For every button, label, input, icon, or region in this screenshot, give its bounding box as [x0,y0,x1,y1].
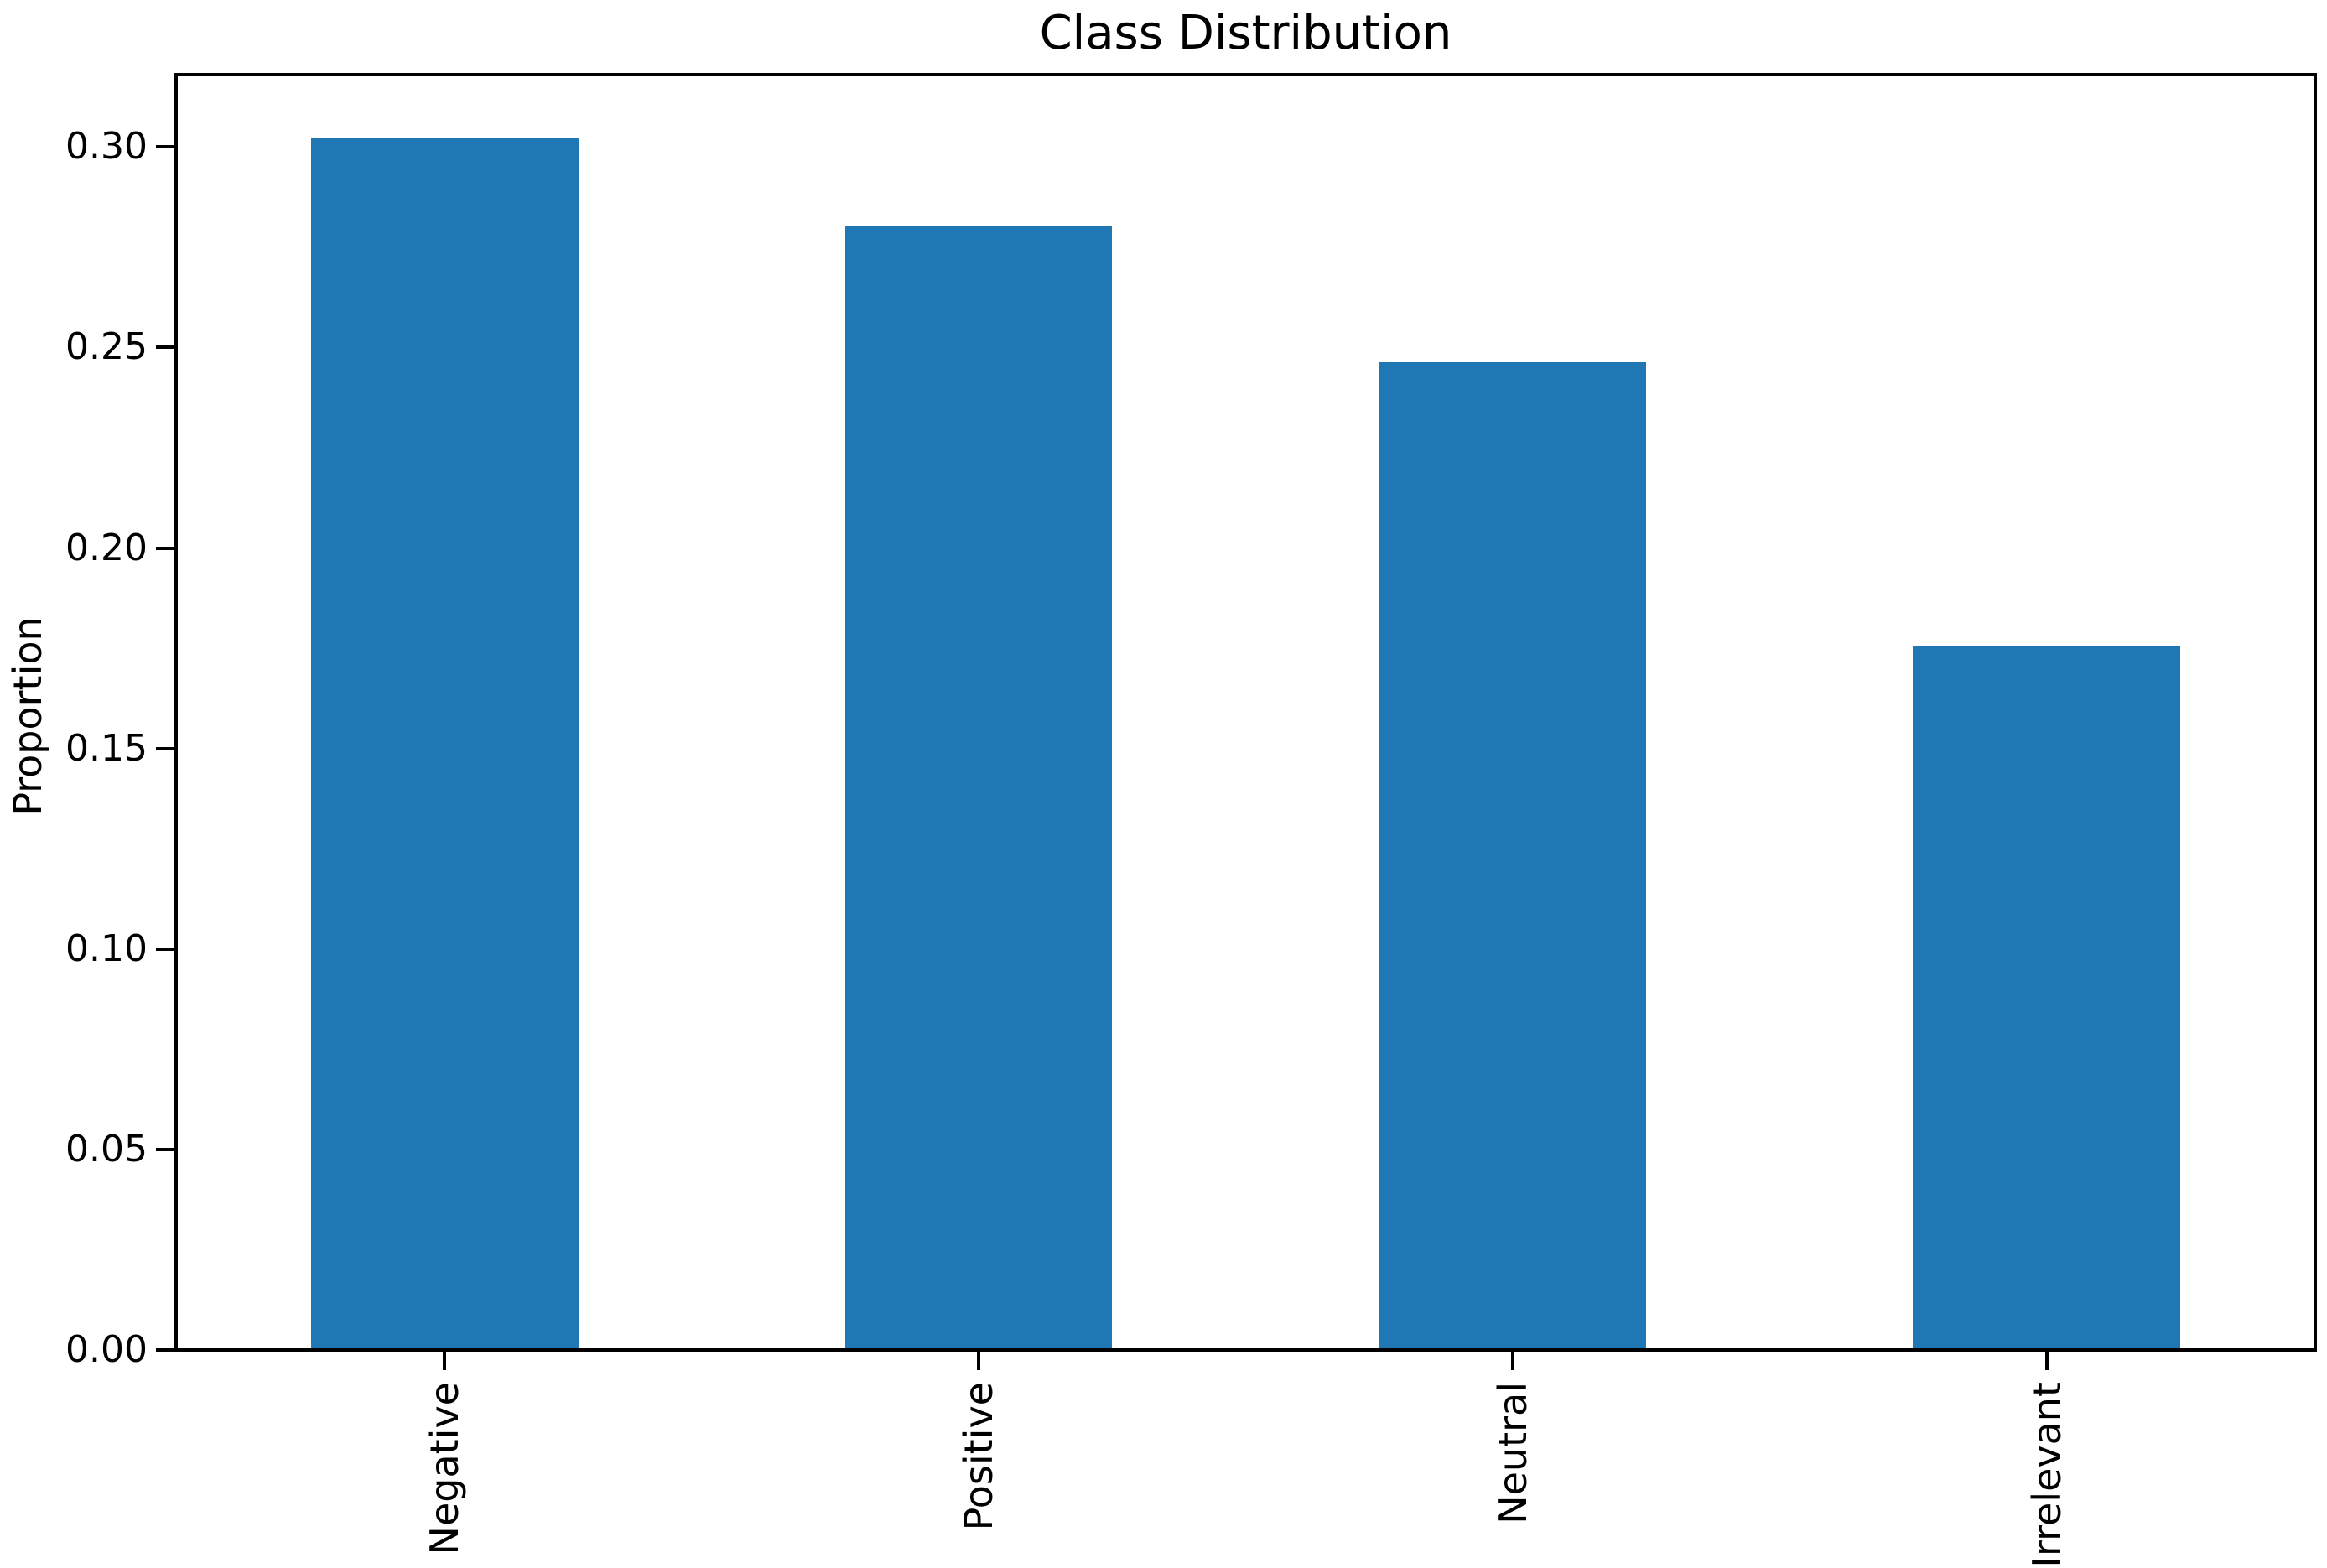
y-tick-mark [156,1147,174,1151]
x-tick-label-text: Irrelevant [2023,1382,2070,1568]
y-tick-mark [156,947,174,951]
bar-positive [844,225,1113,1348]
y-tick-label: 0.00 [65,1328,148,1371]
y-tick-mark [156,746,174,750]
x-tick-label-neutral: Neutral [1490,1382,1535,1524]
bar-neutral [1379,361,1647,1348]
plot-area [174,73,2317,1352]
x-tick-label-text: Negative [422,1382,468,1555]
x-tick-label-positive: Positive [956,1382,1001,1530]
y-tick-mark [156,345,174,350]
y-axis-label-text: Proportion [5,616,50,816]
y-tick-label: 0.05 [65,1127,148,1171]
y-tick-mark [156,1348,174,1352]
x-tick-label-text: Neutral [1489,1382,1535,1524]
bars-layer [178,76,2314,1348]
x-tick-mark [977,1352,981,1370]
y-tick-mark [156,145,174,149]
x-tick-label-negative: Negative [422,1382,467,1555]
y-axis-label: Proportion [5,616,50,815]
y-tick-label: 0.20 [65,526,148,569]
x-tick-label-text: Positive [956,1382,1002,1531]
y-tick-label: 0.25 [65,325,148,369]
y-tick-label: 0.15 [65,726,148,770]
x-tick-label-irrelevant: Irrelevant [2024,1382,2070,1568]
y-tick-mark [156,546,174,550]
chart-title: Class Distribution [1039,6,1452,60]
y-tick-label: 0.10 [65,927,148,970]
x-tick-mark [1510,1352,1514,1370]
x-tick-mark [443,1352,447,1370]
bar-irrelevant [1913,646,2180,1348]
bar-negative [311,137,579,1348]
x-tick-mark [2044,1352,2049,1370]
y-tick-label: 0.30 [65,125,148,169]
